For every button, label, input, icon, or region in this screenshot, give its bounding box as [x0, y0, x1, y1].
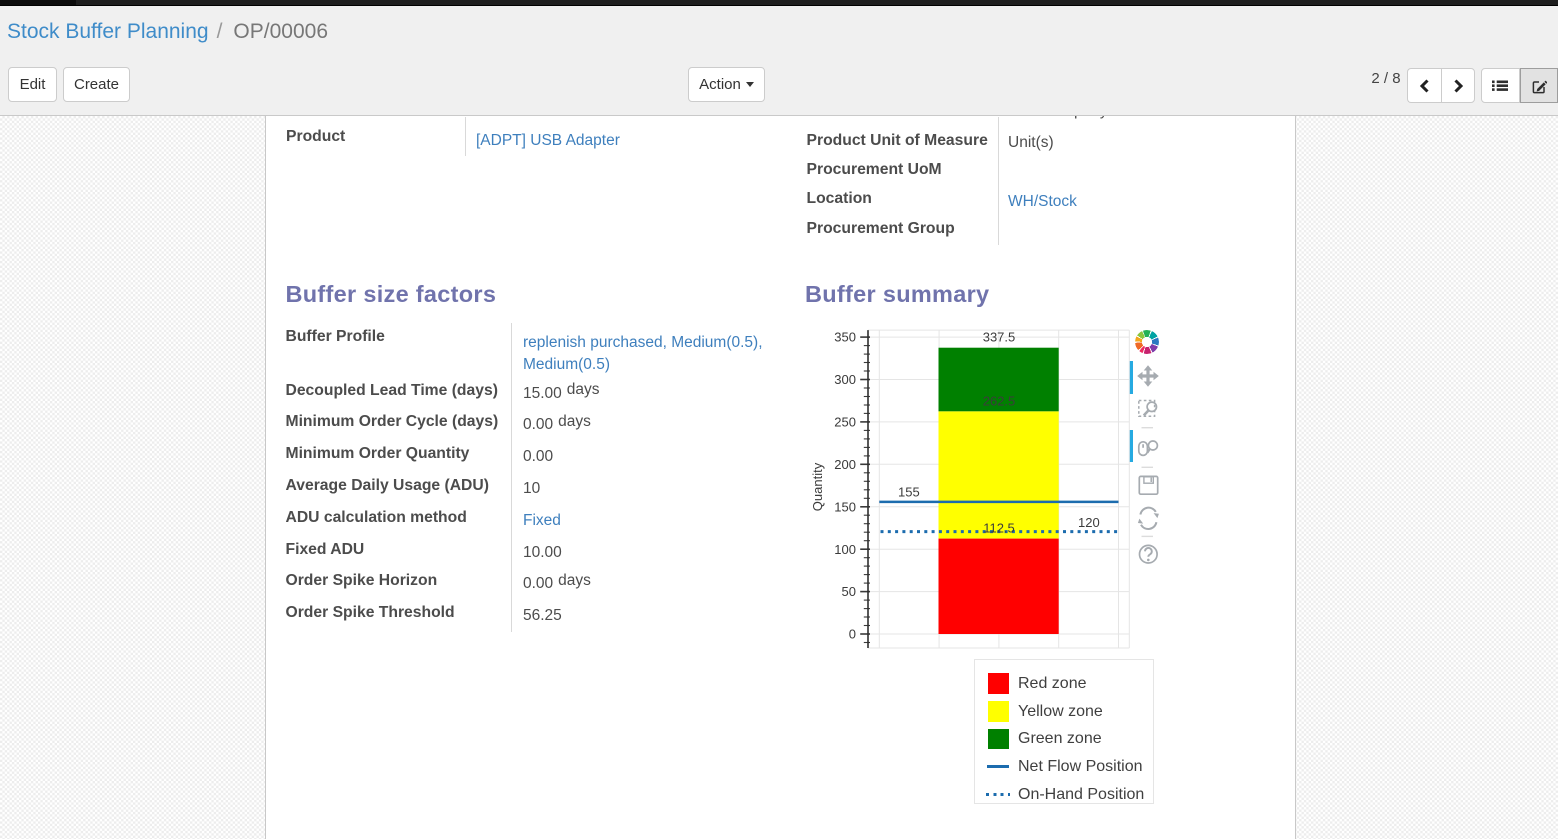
- svg-text:120: 120: [1078, 515, 1100, 530]
- svg-text:250: 250: [834, 415, 856, 430]
- svg-text:350: 350: [834, 330, 856, 345]
- svg-text:337.5: 337.5: [983, 330, 1016, 345]
- svg-text:150: 150: [834, 499, 856, 514]
- svg-text:262.5: 262.5: [983, 393, 1016, 408]
- svg-text:Quantity: Quantity: [810, 462, 825, 511]
- svg-text:200: 200: [834, 457, 856, 472]
- svg-text:0: 0: [849, 627, 856, 642]
- svg-text:50: 50: [842, 584, 856, 599]
- svg-text:155: 155: [898, 485, 920, 500]
- svg-text:100: 100: [834, 542, 856, 557]
- svg-text:300: 300: [834, 372, 856, 387]
- svg-text:112.5: 112.5: [983, 520, 1015, 535]
